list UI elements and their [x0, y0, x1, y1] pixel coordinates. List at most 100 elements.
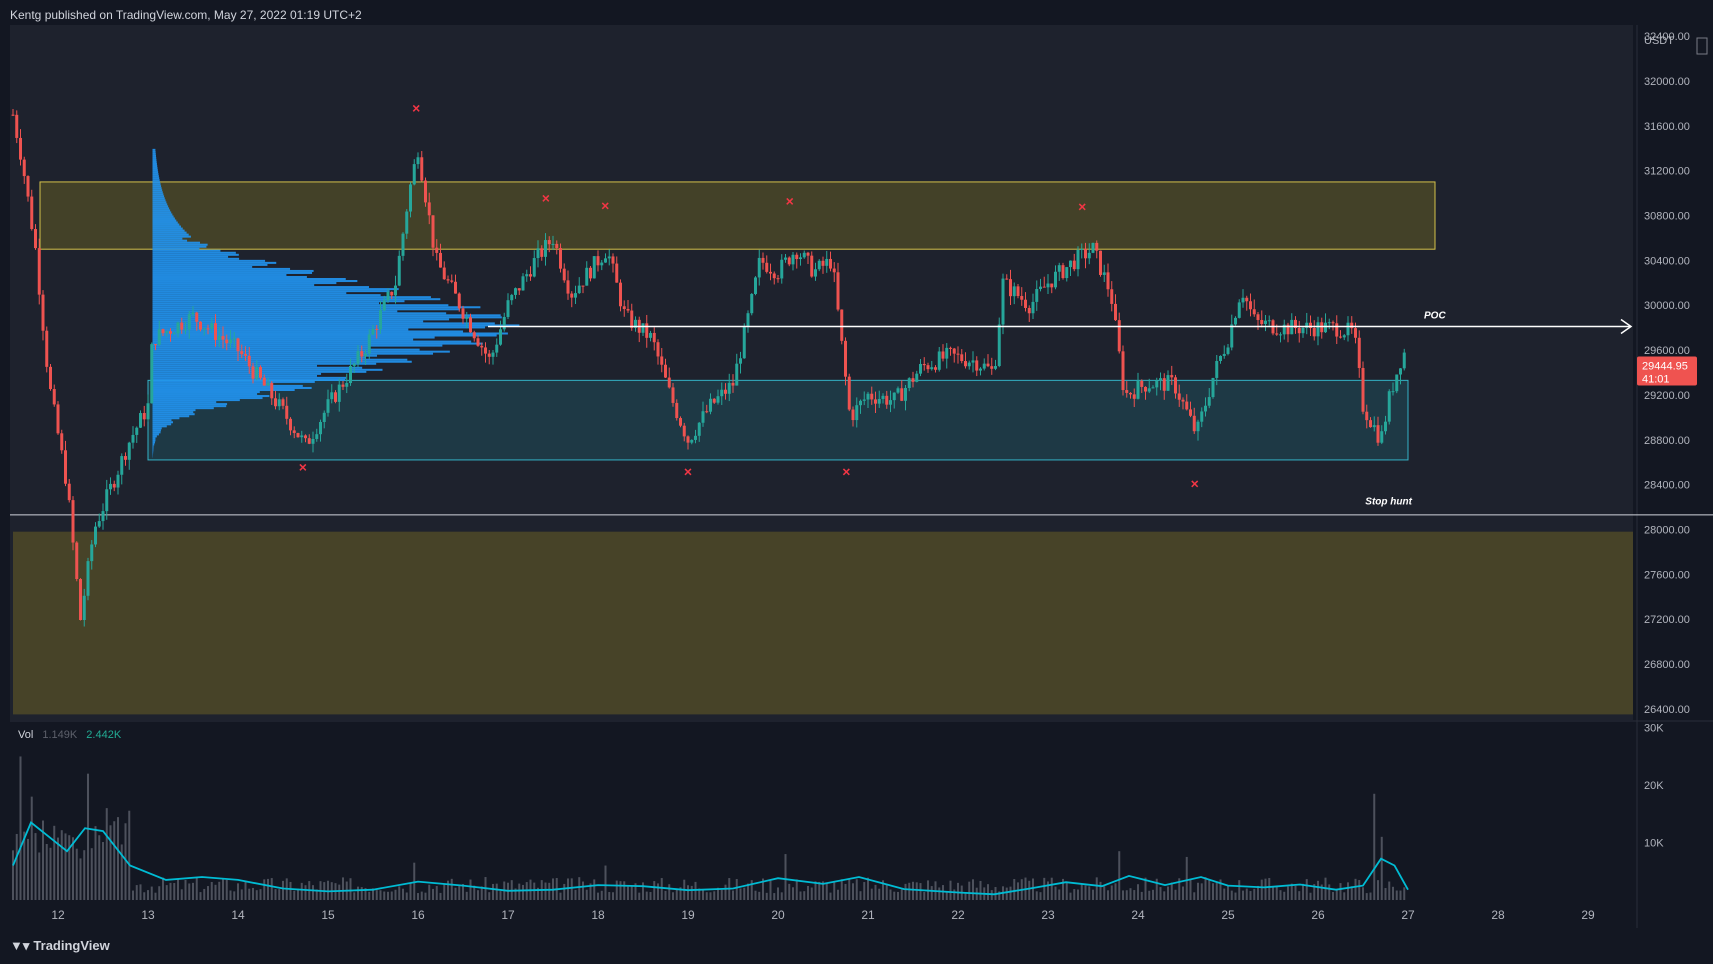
volume-bar — [765, 892, 768, 900]
volume-bar — [263, 879, 266, 900]
volume-bar — [1035, 891, 1038, 900]
volume-bar — [117, 817, 119, 900]
volume-bar — [953, 889, 956, 900]
candle-body — [626, 309, 630, 311]
volume-profile-bar — [152, 241, 200, 244]
candle-body — [1372, 425, 1376, 428]
volume-bar — [1080, 884, 1083, 900]
candle-body — [982, 363, 986, 369]
candle-body — [645, 323, 649, 338]
volume-bar — [45, 843, 48, 900]
volume-profile-bar — [152, 386, 312, 389]
volume-bar — [1403, 887, 1406, 900]
candle-body — [409, 184, 412, 212]
volume-bar — [308, 881, 311, 900]
candle-body — [1391, 391, 1395, 393]
candle-body — [360, 351, 364, 357]
candle-body — [1114, 303, 1117, 321]
candle-body — [1110, 289, 1114, 304]
volume-bar — [34, 833, 37, 900]
candle-body — [660, 356, 664, 365]
candle-body — [772, 273, 776, 279]
candle-body — [521, 276, 525, 291]
volume-bar — [432, 888, 434, 900]
price-tick-label: 28800.00 — [1644, 435, 1690, 447]
candle-body — [776, 278, 780, 280]
volume-bar — [1309, 892, 1312, 900]
candle-body — [454, 281, 457, 294]
candle-body — [394, 285, 397, 296]
candle-body — [150, 344, 154, 404]
volume-bar — [1249, 891, 1252, 900]
volume-bar — [38, 852, 41, 900]
volume-bar — [855, 879, 858, 900]
symbol-name[interactable]: Bitcoin / TetherUS, 1h, BINANCE — [18, 35, 187, 47]
volume-bar — [1279, 890, 1282, 900]
volume-bar — [120, 844, 123, 900]
candle-body — [814, 269, 817, 277]
candle-body — [225, 339, 229, 344]
price-tick-label: 28400.00 — [1644, 480, 1690, 492]
candle-body — [1001, 278, 1005, 325]
volume-profile-bar — [152, 320, 424, 323]
volume-bar — [1088, 886, 1091, 900]
price-tick-label: 26400.00 — [1644, 704, 1690, 716]
volume-profile-bar — [152, 411, 194, 414]
candle-body — [19, 137, 22, 160]
volume-bar — [1362, 887, 1364, 900]
candle-body — [570, 293, 574, 298]
candle-body — [720, 389, 724, 397]
volume-bar — [518, 883, 521, 900]
candle-body — [1132, 394, 1136, 399]
footer-brand[interactable]: ▼▾ TradingView — [10, 938, 110, 954]
candle-body — [202, 328, 206, 330]
open-label: O — [197, 35, 207, 47]
volume-bar — [690, 885, 693, 900]
time-tick-label: 18 — [591, 908, 605, 922]
candle-body — [1245, 297, 1249, 302]
candle-body — [619, 282, 622, 307]
candle-body — [300, 435, 304, 438]
candle-body — [79, 579, 82, 621]
volume-bar — [98, 835, 101, 900]
candle-body — [315, 434, 319, 439]
volume-bar — [915, 882, 918, 900]
volume-bar — [619, 881, 622, 900]
volume-bar — [552, 878, 554, 900]
volume-bar — [529, 879, 532, 900]
candle-body — [371, 328, 375, 335]
volume-bar — [537, 887, 539, 900]
volume-bar — [814, 881, 817, 900]
candle-body — [667, 377, 671, 388]
candle-body — [1327, 322, 1331, 324]
volume-bar — [1163, 891, 1166, 900]
volume-bar — [289, 881, 292, 900]
price-tick-label: 29600.00 — [1644, 345, 1690, 357]
volume-profile-bar — [152, 407, 214, 410]
volume-bar — [349, 878, 352, 900]
volume-bar — [548, 882, 551, 900]
volume-profile-bar — [152, 336, 435, 339]
volume-bar — [957, 882, 959, 900]
volume-bar — [1320, 884, 1323, 900]
candle-body — [986, 363, 990, 367]
volume-bar — [702, 889, 704, 900]
volume-profile-bar — [152, 253, 239, 256]
time-tick-label: 29 — [1581, 908, 1595, 922]
time-tick-label: 16 — [411, 908, 425, 922]
candle-body — [390, 291, 394, 296]
volume-bar — [495, 883, 498, 900]
candle-body — [289, 418, 292, 431]
candle-body — [461, 308, 465, 319]
volume-profile-bar — [152, 451, 154, 454]
high-value: 29556.47 — [274, 35, 323, 47]
volume-bar — [563, 883, 566, 900]
candle-body — [600, 262, 604, 266]
candle-body — [817, 260, 821, 270]
volume-profile-bar — [152, 197, 165, 200]
candle-body — [64, 450, 67, 484]
volume-bar — [90, 848, 93, 900]
volume-bar — [413, 862, 416, 900]
candle-body — [956, 353, 960, 355]
